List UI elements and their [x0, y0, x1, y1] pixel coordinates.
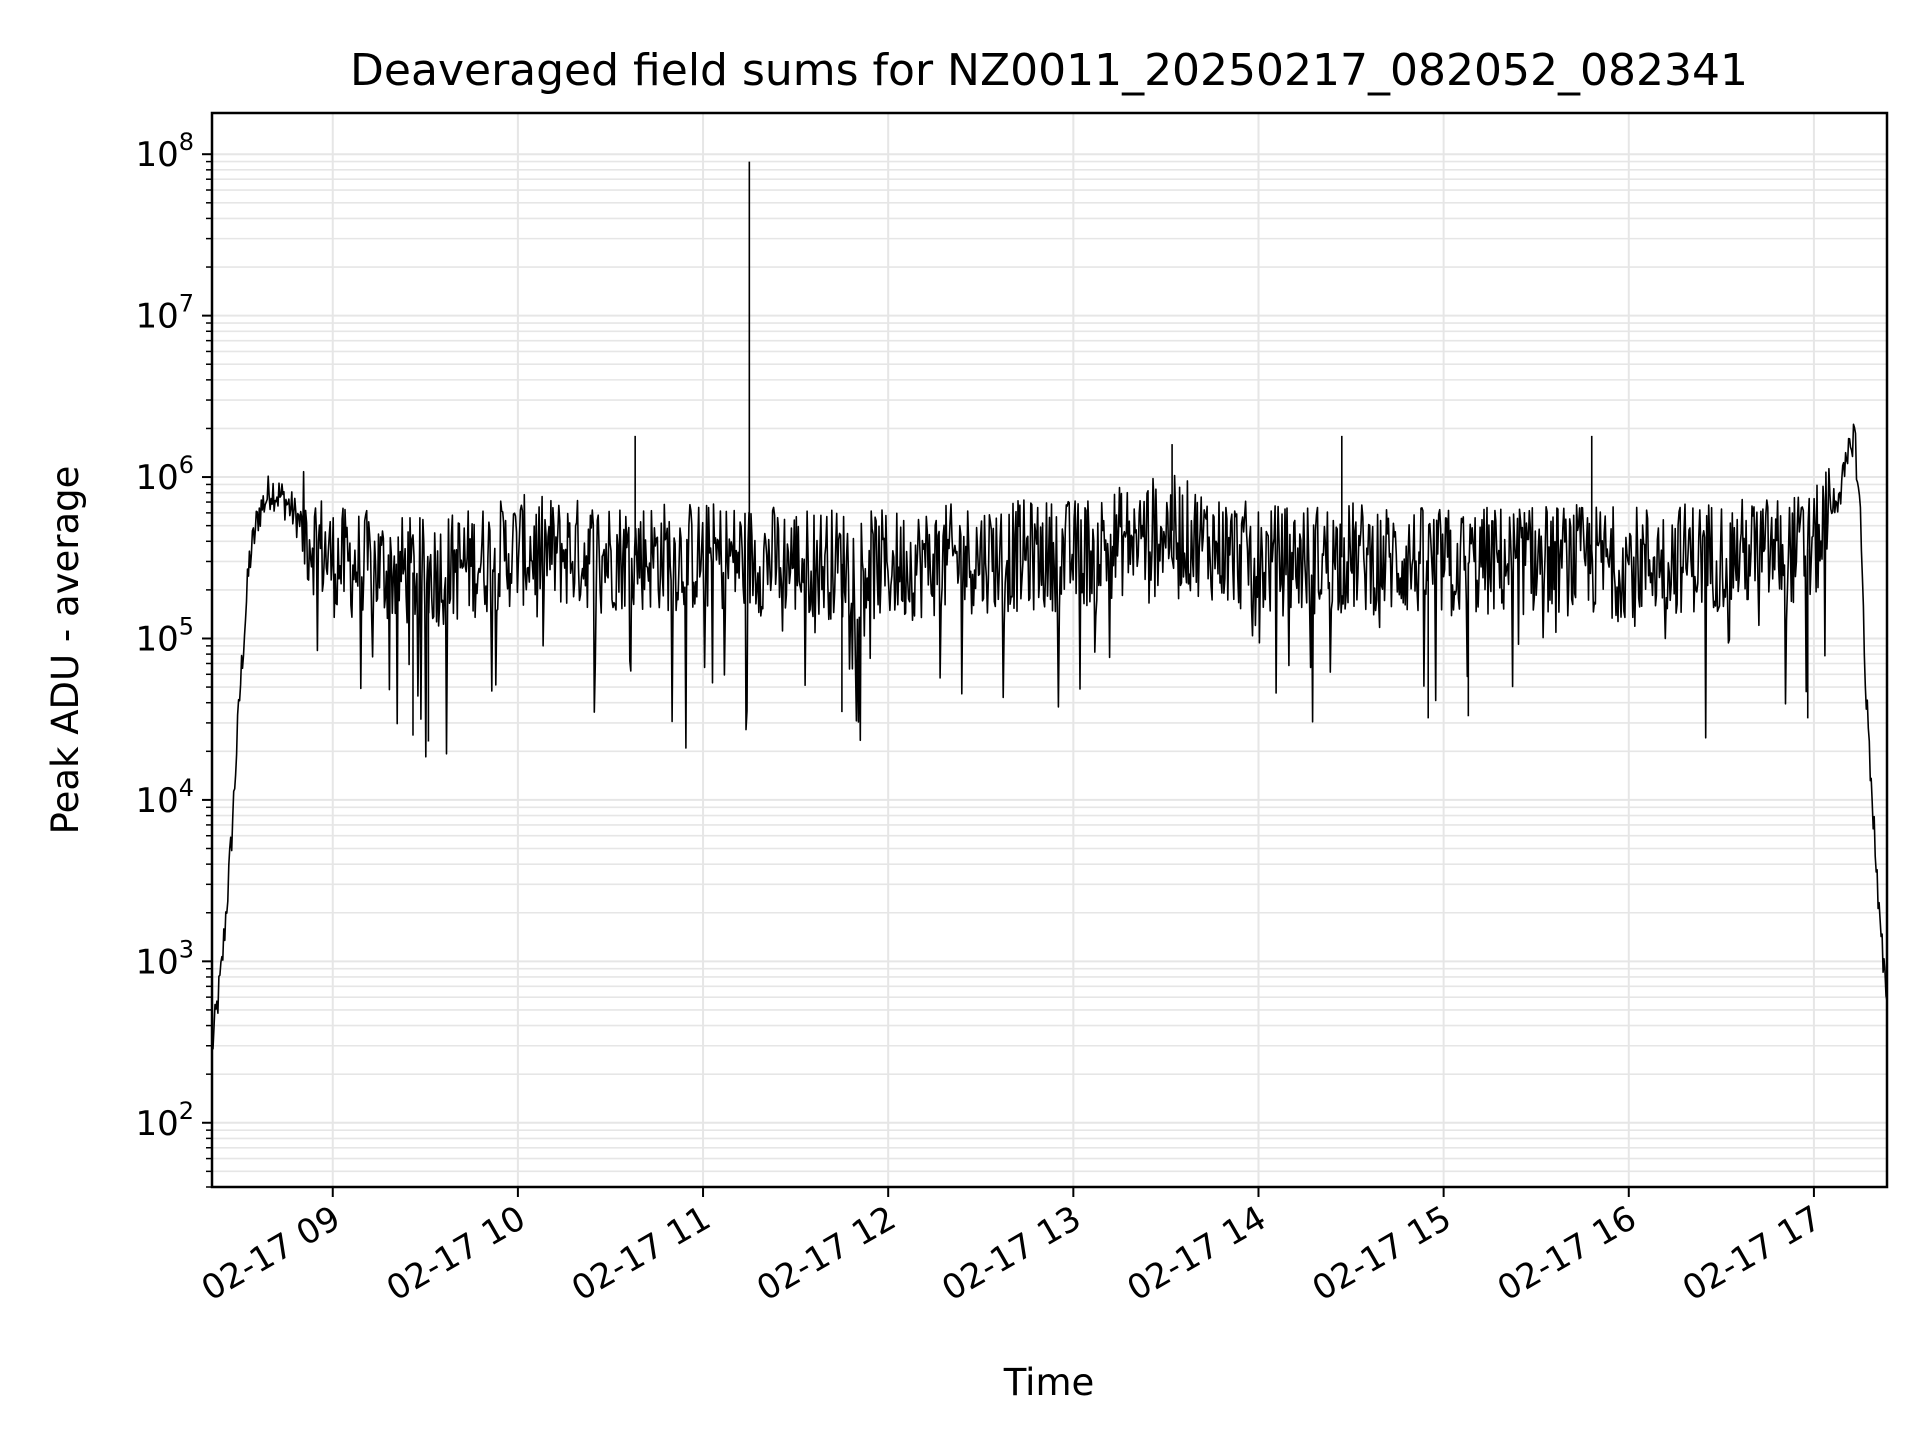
- y-tick-label: 106: [135, 451, 194, 498]
- y-axis: 102 103 104 105 106 107 108: [135, 128, 212, 1188]
- y-tick-label: 105: [135, 612, 194, 659]
- x-tick-label: 02-17 11: [565, 1198, 717, 1309]
- x-tick-label: 02-17 17: [1676, 1198, 1828, 1309]
- y-tick-label: 102: [135, 1097, 194, 1144]
- y-tick-label: 108: [135, 128, 194, 175]
- x-axis-label: Time: [1003, 1361, 1095, 1404]
- y-axis-label: Peak ADU - average: [44, 466, 87, 835]
- x-tick-label: 02-17 13: [935, 1198, 1087, 1309]
- x-tick-label: 02-17 09: [195, 1198, 347, 1309]
- x-tick-label: 02-17 14: [1121, 1198, 1273, 1309]
- y-tick-label: 104: [135, 774, 194, 821]
- series-line: [211, 423, 1888, 1050]
- x-tick-label: 02-17 16: [1491, 1198, 1643, 1309]
- y-tick-label: 103: [135, 935, 194, 982]
- x-axis: 02-17 09 02-17 10 02-17 11 02-17 12 02-17 13…: [195, 1187, 1828, 1309]
- x-tick-label: 02-17 15: [1306, 1198, 1458, 1309]
- x-tick-label: 02-17 12: [750, 1198, 902, 1309]
- x-tick-label: 02-17 10: [380, 1198, 532, 1309]
- chart-title: Deaveraged field sums for NZ0011_2025021…: [350, 45, 1748, 96]
- plot-frame: [210, 111, 1889, 1189]
- series-layer: [211, 161, 1888, 1050]
- y-tick-label: 107: [135, 290, 194, 337]
